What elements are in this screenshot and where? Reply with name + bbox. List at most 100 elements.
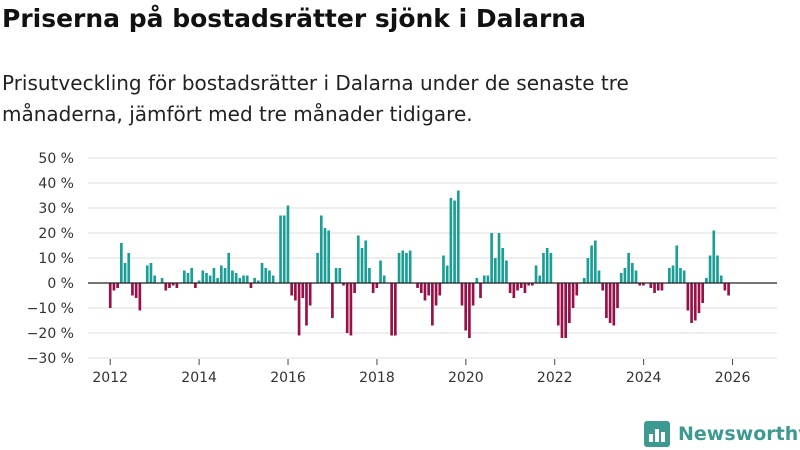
bar: [368, 268, 371, 283]
bar: [327, 230, 331, 283]
bar: [212, 268, 216, 283]
bar: [334, 268, 338, 283]
bar: [164, 283, 168, 291]
bar: [497, 233, 501, 283]
bar: [268, 270, 271, 283]
bar: [534, 265, 538, 283]
bar: [260, 263, 264, 283]
bar: [575, 283, 579, 296]
bar: [397, 253, 401, 283]
bar: [408, 250, 412, 283]
bar: [531, 283, 534, 286]
bar: [486, 275, 490, 283]
bar: [434, 283, 438, 306]
bar: [642, 283, 645, 286]
bar: [205, 273, 208, 283]
bar: [120, 243, 123, 283]
bar: [460, 283, 464, 306]
bar: [597, 270, 601, 283]
x-tick-label: 2016: [270, 370, 306, 386]
bar: [468, 283, 471, 338]
bar: [634, 270, 638, 283]
bar: [493, 258, 497, 283]
bar: [723, 283, 727, 291]
bar: [160, 278, 164, 283]
bar: [286, 205, 290, 283]
y-tick-label: −20 %: [27, 326, 74, 342]
chart-title: Priserna på bostadsrätter sjönk i Dalarn…: [2, 4, 586, 33]
bar: [116, 283, 119, 288]
bar: [586, 258, 590, 283]
bar: [112, 283, 116, 291]
bar: [668, 268, 671, 283]
x-tick-label: 2024: [626, 370, 662, 386]
bar: [701, 283, 705, 303]
bar: [238, 278, 242, 283]
bar: [145, 265, 149, 283]
y-tick-label: 10 %: [38, 251, 74, 267]
bar: [527, 283, 530, 286]
bar: [182, 270, 186, 283]
bar-chart: −30 % −20 % −10 % 0 % 10 % 20 % 30 % 40 % 50 % 2…: [27, 140, 777, 386]
bar: [297, 283, 301, 336]
bar: [630, 263, 634, 283]
y-tick-label: 50 %: [38, 151, 74, 167]
x-tick-label: 2018: [359, 370, 395, 386]
bar: [601, 283, 605, 291]
bar: [231, 270, 234, 283]
bar: [138, 283, 142, 311]
bar: [201, 270, 205, 283]
bar: [171, 283, 175, 286]
bar: [512, 283, 516, 298]
bar: [153, 275, 156, 283]
bar: [223, 268, 227, 283]
bar: [649, 283, 653, 288]
bar: [253, 278, 256, 283]
bar: [219, 265, 223, 283]
bar: [619, 273, 623, 283]
brand-name: Newsworthy: [678, 423, 800, 445]
bar: [356, 235, 360, 283]
y-tick-label: 30 %: [38, 201, 74, 217]
y-tick-label: −30 %: [27, 351, 74, 367]
bar: [338, 268, 342, 283]
last-value-annotation: −5 %: [724, 140, 762, 144]
bar: [305, 283, 308, 326]
bar: [108, 283, 112, 308]
bar: [319, 215, 323, 283]
bar: [682, 270, 686, 283]
x-tick-label: 2020: [448, 370, 484, 386]
y-tick-label: 20 %: [38, 226, 74, 242]
bar: [271, 275, 275, 283]
bar: [479, 283, 482, 298]
bar: [390, 283, 393, 336]
bar: [616, 283, 619, 308]
bar: [349, 283, 353, 336]
bar: [490, 233, 493, 283]
bar: [475, 278, 479, 283]
y-tick-label: 40 %: [38, 176, 74, 192]
bar: [571, 283, 575, 308]
bar: [593, 240, 597, 283]
bar: [545, 248, 549, 283]
bar: [605, 283, 608, 318]
bar: [186, 273, 190, 283]
bar: [505, 260, 508, 283]
bar: [653, 283, 656, 293]
bar: [401, 250, 405, 283]
bar: [556, 283, 560, 326]
bar: [564, 283, 568, 338]
bar: [638, 283, 642, 286]
bar: [375, 283, 379, 288]
x-tick-label: 2026: [715, 370, 751, 386]
brand-logo: Newsworthy: [644, 421, 800, 447]
bar: [394, 283, 397, 336]
bar: [708, 255, 712, 283]
bar: [542, 253, 545, 283]
bar: [508, 283, 512, 293]
bar: [331, 283, 334, 318]
bar: [149, 263, 153, 283]
bar: [134, 283, 138, 298]
bar: [208, 275, 212, 283]
bar: [190, 268, 194, 283]
